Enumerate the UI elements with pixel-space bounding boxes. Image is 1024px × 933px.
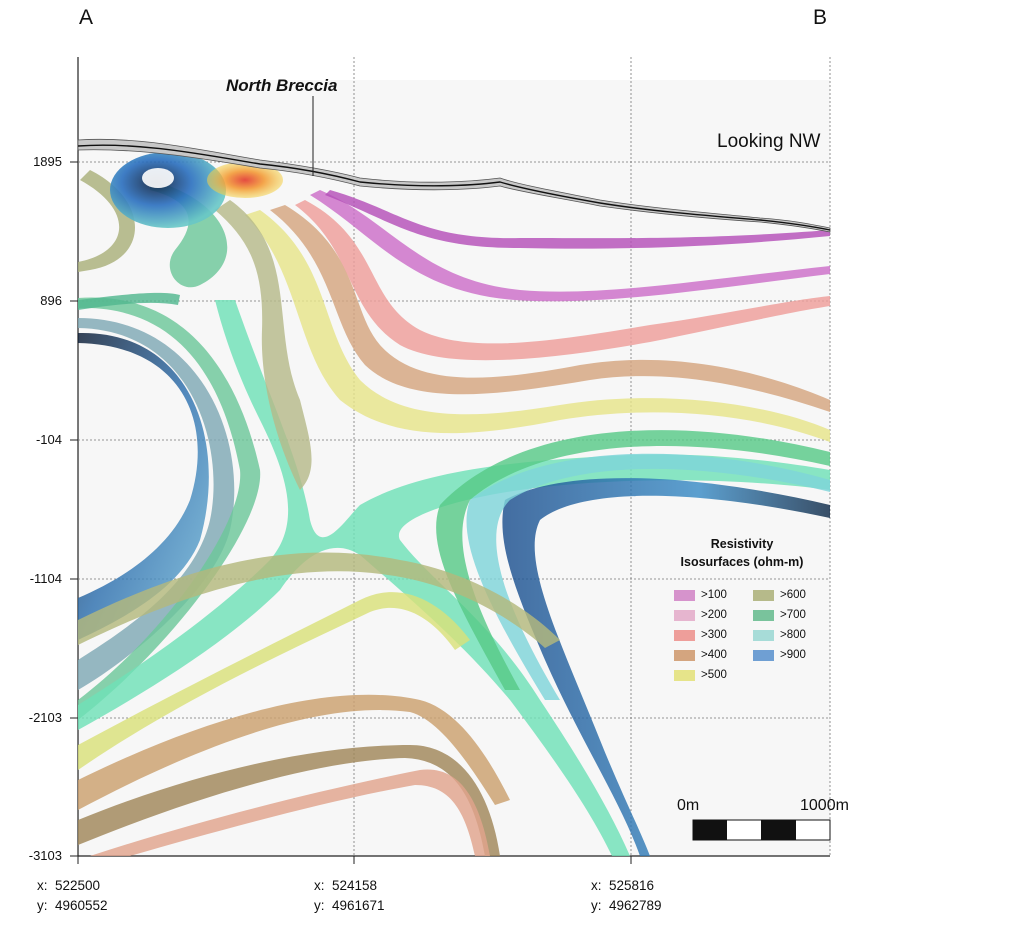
legend-label: >300 [701, 629, 727, 641]
northing-value: y: 4960552 [37, 898, 108, 913]
y-tick-label: 896 [40, 293, 62, 308]
tick-marks [70, 161, 632, 864]
legend-item: >200 [674, 605, 753, 625]
easting-value: x: 522500 [37, 878, 101, 893]
easting-value: x: 525816 [591, 878, 655, 893]
legend-swatch [753, 589, 774, 601]
legend-item: >800 [753, 625, 832, 645]
legend-label: >400 [701, 649, 727, 661]
y-tick-label: -104 [35, 432, 62, 447]
legend-label: >500 [701, 669, 727, 681]
north-breccia-label: North Breccia [226, 76, 338, 95]
northing-value: y: 4962789 [591, 898, 662, 913]
legend-swatch [753, 649, 774, 661]
legend-item: >900 [753, 645, 832, 665]
scale-bar [692, 819, 831, 841]
view-direction-label: Looking NW [717, 131, 821, 152]
section-end-label: B [813, 6, 828, 29]
x-coordinate-label: x: 522500 y: 4960552 [37, 876, 108, 916]
y-tick-label: 1895 [33, 154, 62, 169]
legend-item: >600 [753, 585, 832, 605]
resistivity-legend: Resistivity Isosurfaces (ohm-m) >100 >20… [652, 535, 832, 685]
legend-label: >700 [780, 609, 806, 621]
scale-bar-end-label: 1000m [800, 797, 849, 814]
legend-item: >100 [674, 585, 753, 605]
topography-surface [77, 138, 831, 233]
x-coordinate-label: x: 524158 y: 4961671 [314, 876, 385, 916]
northing-value: y: 4961671 [314, 898, 385, 913]
legend-swatch [674, 629, 695, 641]
scale-bar-start-label: 0m [677, 797, 700, 814]
legend-swatch [674, 649, 695, 661]
legend-label: >800 [780, 629, 806, 641]
legend-item: >400 [674, 645, 753, 665]
legend-swatch [753, 629, 774, 641]
legend-swatch [753, 609, 774, 621]
legend-item: >700 [753, 605, 832, 625]
legend-subtitle: Isosurfaces (ohm-m) [680, 555, 804, 569]
section-start-label: A [79, 6, 94, 29]
legend-label: >200 [701, 609, 727, 621]
x-coordinate-label: x: 525816 y: 4962789 [591, 876, 662, 916]
y-tick-label: -3103 [28, 848, 62, 863]
legend-swatch [674, 669, 695, 681]
legend-item: >500 [674, 665, 753, 685]
y-tick-label: -1104 [29, 571, 62, 586]
legend-item: >300 [674, 625, 753, 645]
legend-label: >600 [780, 589, 806, 601]
legend-label: >900 [780, 649, 806, 661]
legend-title: Resistivity [710, 537, 774, 551]
conductor-anomaly [110, 152, 283, 228]
legend-swatch [674, 589, 695, 601]
legend-label: >100 [701, 589, 727, 601]
easting-value: x: 524158 [314, 878, 378, 893]
isosurface-bands [78, 170, 830, 856]
y-tick-label: -2103 [28, 710, 62, 725]
legend-swatch [674, 609, 695, 621]
